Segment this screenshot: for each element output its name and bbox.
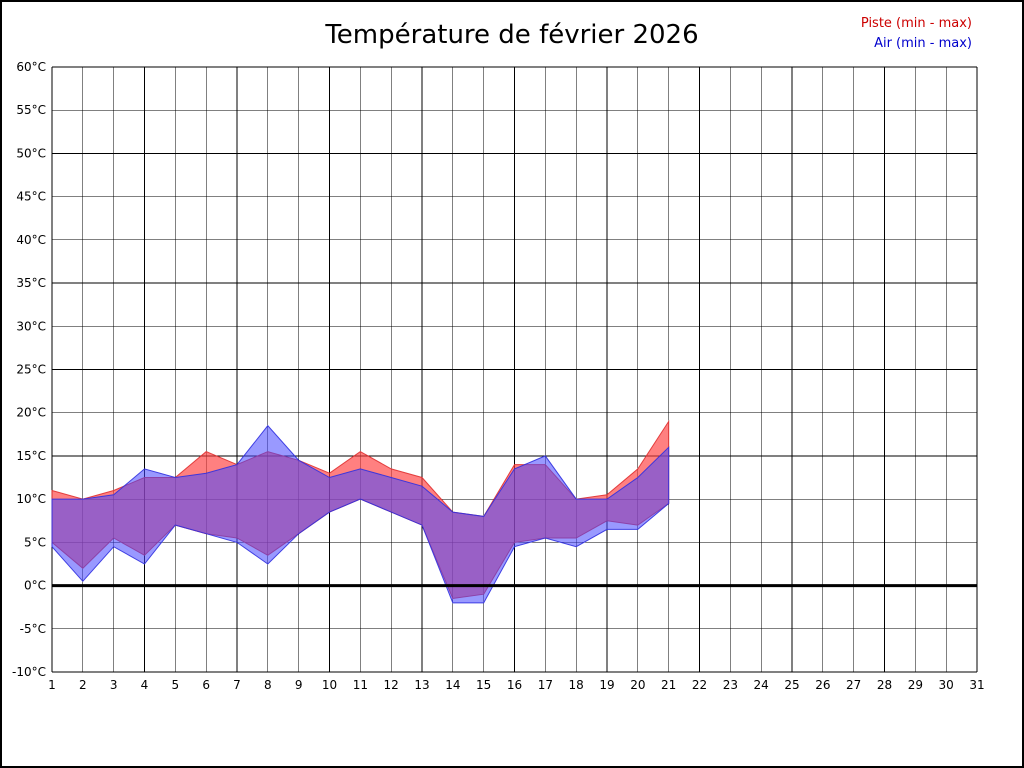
legend-entry-piste: Piste (min - max) (860, 16, 972, 31)
x-tick-label: 8 (264, 678, 272, 692)
y-tick-label: 15°C (16, 449, 46, 463)
legend-entry-air: Air (min - max) (874, 36, 972, 51)
y-tick-label: 35°C (16, 276, 46, 290)
x-tick-label: 16 (507, 678, 522, 692)
y-tick-label: 20°C (16, 406, 46, 420)
y-tick-label: 5°C (24, 535, 46, 549)
y-tick-label: 60°C (16, 60, 46, 74)
x-tick-label: 23 (723, 678, 738, 692)
x-tick-label: 9 (295, 678, 303, 692)
x-tick-label: 30 (939, 678, 954, 692)
x-tick-label: 26 (815, 678, 830, 692)
x-tick-label: 11 (353, 678, 368, 692)
x-tick-label: 21 (661, 678, 676, 692)
y-tick-label: -10°C (12, 665, 46, 679)
y-tick-label: 40°C (16, 233, 46, 247)
x-tick-label: 12 (384, 678, 399, 692)
x-tick-label: 6 (202, 678, 210, 692)
x-tick-label: 22 (692, 678, 707, 692)
x-tick-label: 28 (877, 678, 892, 692)
legend: Piste (min - max) Air (min - max) (861, 14, 972, 54)
x-tick-label: 20 (630, 678, 645, 692)
y-tick-label: 10°C (16, 492, 46, 506)
x-tick-label: 14 (445, 678, 460, 692)
y-tick-label: 50°C (16, 146, 46, 160)
x-tick-label: 10 (322, 678, 337, 692)
x-tick-label: 24 (754, 678, 769, 692)
x-axis-labels: 1 2 3 4 5 6 7 8 9 10 11 12 13 14 15 16 17 18 19 20 21 22 23 24 2… (48, 678, 984, 692)
x-tick-label: 2 (79, 678, 87, 692)
x-tick-label: 4 (141, 678, 149, 692)
x-tick-label: 7 (233, 678, 241, 692)
x-tick-label: 18 (569, 678, 584, 692)
x-tick-label: 31 (969, 678, 984, 692)
y-axis-labels: 60°C 55°C 50°C 45°C 40°C 35°C 30°C 25°C 20°C 15°C… (12, 60, 46, 679)
x-tick-label: 19 (599, 678, 614, 692)
x-tick-label: 29 (908, 678, 923, 692)
y-tick-label: 55°C (16, 103, 46, 117)
air-band (51, 424, 670, 604)
x-tick-label: 13 (414, 678, 429, 692)
x-tick-label: 15 (476, 678, 491, 692)
grid-lines (51, 66, 978, 673)
y-tick-label: 45°C (16, 190, 46, 204)
x-tick-label: 1 (48, 678, 56, 692)
y-tick-label: 0°C (24, 579, 46, 593)
x-tick-label: 27 (846, 678, 861, 692)
x-tick-label: 5 (172, 678, 180, 692)
y-tick-label: 30°C (16, 319, 46, 333)
y-tick-label: 25°C (16, 363, 46, 377)
x-tick-label: 17 (538, 678, 553, 692)
x-tick-label: 3 (110, 678, 118, 692)
chart-title: Température de février 2026 (325, 20, 699, 50)
y-tick-label: -5°C (20, 622, 46, 636)
x-tick-label: 25 (784, 678, 799, 692)
